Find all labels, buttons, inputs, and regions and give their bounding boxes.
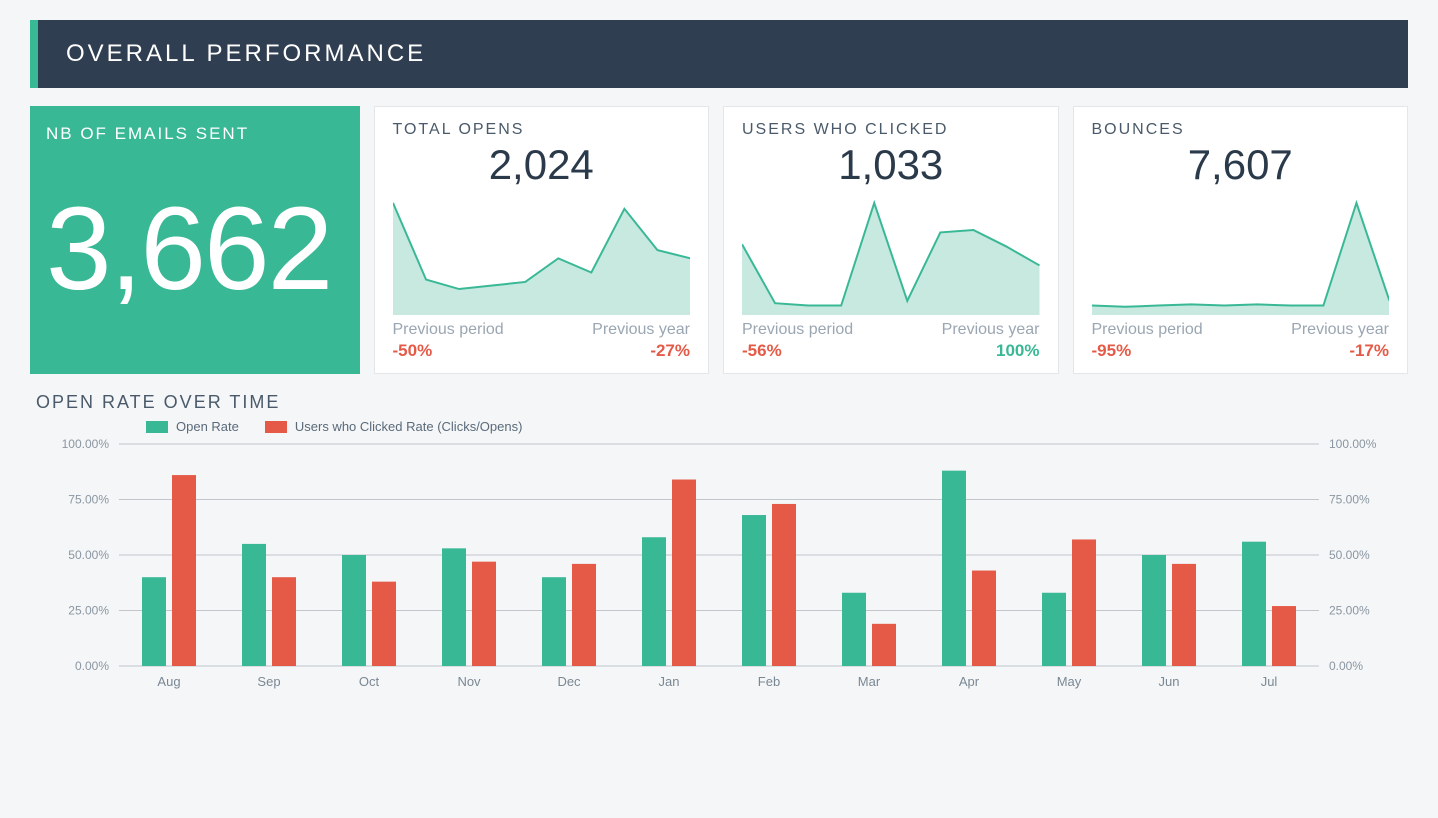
emails-sent-card: NB OF EMAILS SENT 3,662	[30, 106, 360, 374]
svg-text:50.00%: 50.00%	[1329, 548, 1370, 562]
prev-year-value: -17%	[1240, 341, 1389, 361]
open-rate-bar-chart: 0.00% 0.00% 25.00% 25.00% 50.00% 50.00% 75.00%…	[36, 436, 1402, 694]
prev-period-label: Previous period	[742, 321, 891, 339]
legend-swatch	[265, 421, 287, 433]
emails-sent-value: 3,662	[46, 190, 344, 308]
prev-year-value: 100%	[891, 341, 1040, 361]
card-value: 7,607	[1092, 141, 1390, 189]
svg-text:25.00%: 25.00%	[1329, 604, 1370, 618]
prev-year-value: -27%	[541, 341, 690, 361]
users-clicked-card: USERS WHO CLICKED 1,033 Previous period …	[723, 106, 1059, 374]
comparison-row: Previous period -50% Previous year -27%	[393, 321, 691, 361]
svg-text:Oct: Oct	[359, 674, 380, 689]
legend-label: Open Rate	[176, 419, 239, 434]
svg-text:Jun: Jun	[1159, 674, 1180, 689]
card-value: 1,033	[742, 141, 1040, 189]
opens-sparkline	[393, 197, 691, 315]
card-title: BOUNCES	[1092, 121, 1390, 139]
prev-period-value: -56%	[742, 341, 891, 361]
card-value: 2,024	[393, 141, 691, 189]
prev-period-value: -95%	[1092, 341, 1241, 361]
legend-item-clicked-rate: Users who Clicked Rate (Clicks/Opens)	[265, 419, 523, 434]
svg-text:50.00%: 50.00%	[68, 548, 109, 562]
svg-text:Mar: Mar	[858, 674, 881, 689]
svg-text:100.00%: 100.00%	[62, 437, 110, 451]
chart-title: OPEN RATE OVER TIME	[36, 392, 1402, 413]
svg-text:May: May	[1057, 674, 1082, 689]
svg-text:Aug: Aug	[157, 674, 180, 689]
legend-item-open-rate: Open Rate	[146, 419, 239, 434]
metric-cards-row: NB OF EMAILS SENT 3,662 TOTAL OPENS 2,02…	[24, 106, 1414, 374]
prev-year-label: Previous year	[541, 321, 690, 339]
card-title: USERS WHO CLICKED	[742, 121, 1040, 139]
section-title: OVERALL PERFORMANCE	[66, 40, 1380, 68]
bounces-sparkline	[1092, 197, 1390, 315]
comparison-row: Previous period -56% Previous year 100%	[742, 321, 1040, 361]
prev-year-label: Previous year	[1240, 321, 1389, 339]
section-header: OVERALL PERFORMANCE	[30, 20, 1408, 88]
svg-text:Sep: Sep	[257, 674, 280, 689]
legend-swatch	[146, 421, 168, 433]
chart-legend: Open Rate Users who Clicked Rate (Clicks…	[146, 419, 1402, 434]
svg-text:Feb: Feb	[758, 674, 780, 689]
svg-text:Jul: Jul	[1261, 674, 1278, 689]
svg-text:25.00%: 25.00%	[68, 604, 109, 618]
svg-text:0.00%: 0.00%	[1329, 659, 1363, 673]
svg-text:75.00%: 75.00%	[1329, 493, 1370, 507]
bounces-card: BOUNCES 7,607 Previous period -95% Previ…	[1073, 106, 1409, 374]
svg-text:75.00%: 75.00%	[68, 493, 109, 507]
legend-label: Users who Clicked Rate (Clicks/Opens)	[295, 419, 523, 434]
prev-period-value: -50%	[393, 341, 542, 361]
svg-text:Jan: Jan	[659, 674, 680, 689]
total-opens-card: TOTAL OPENS 2,024 Previous period -50% P…	[374, 106, 710, 374]
svg-text:Dec: Dec	[557, 674, 581, 689]
prev-period-label: Previous period	[1092, 321, 1241, 339]
card-title: TOTAL OPENS	[393, 121, 691, 139]
svg-text:Nov: Nov	[457, 674, 481, 689]
prev-period-label: Previous period	[393, 321, 542, 339]
svg-text:100.00%: 100.00%	[1329, 437, 1377, 451]
open-rate-chart-section: OPEN RATE OVER TIME Open Rate Users who …	[24, 392, 1414, 699]
clicked-sparkline	[742, 197, 1040, 315]
svg-text:Apr: Apr	[959, 674, 980, 689]
svg-text:0.00%: 0.00%	[75, 659, 109, 673]
prev-year-label: Previous year	[891, 321, 1040, 339]
comparison-row: Previous period -95% Previous year -17%	[1092, 321, 1390, 361]
emails-sent-title: NB OF EMAILS SENT	[46, 124, 344, 144]
